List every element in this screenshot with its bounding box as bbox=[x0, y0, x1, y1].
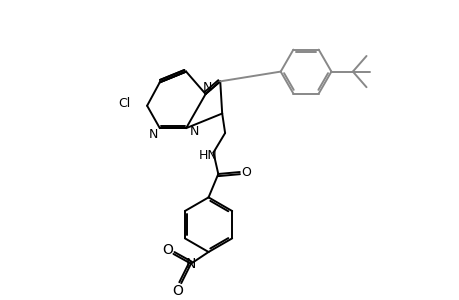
Text: O: O bbox=[172, 284, 182, 298]
Text: N: N bbox=[185, 257, 196, 271]
Text: N: N bbox=[148, 128, 157, 140]
Text: O: O bbox=[241, 166, 251, 178]
Text: N: N bbox=[190, 124, 199, 138]
Text: O: O bbox=[162, 243, 173, 257]
Text: Cl: Cl bbox=[118, 97, 130, 110]
Text: N: N bbox=[202, 81, 212, 94]
Text: HN: HN bbox=[199, 149, 218, 162]
